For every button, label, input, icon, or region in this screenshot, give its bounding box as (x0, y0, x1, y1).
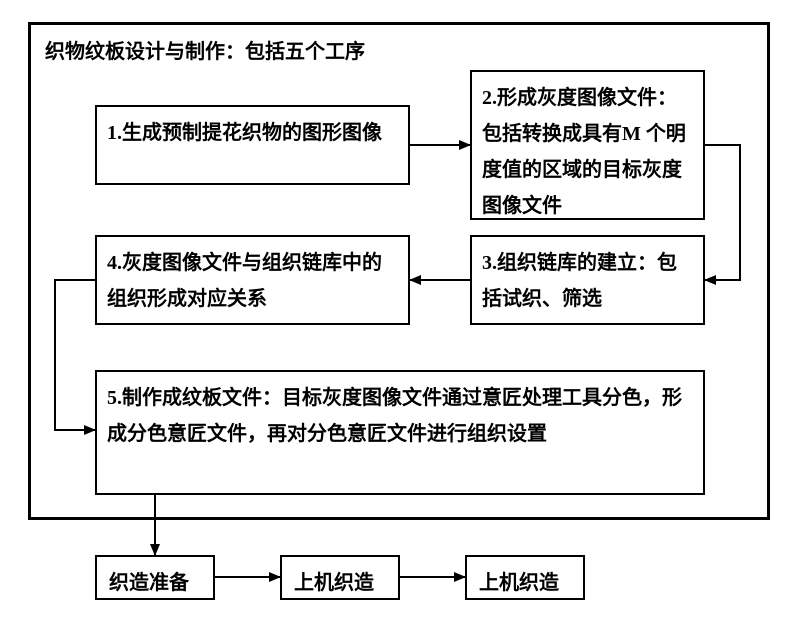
step2-box: 2.形成灰度图像文件：包括转换成具有M 个明度值的区域的目标灰度图像文件 (470, 70, 705, 220)
step3-box: 3.组织链库的建立：包括试织、筛选 (470, 235, 705, 325)
diagram-title: 织物纹板设计与制作：包括五个工序 (45, 35, 365, 64)
step5-box: 5.制作成纹板文件：目标灰度图像文件通过意匠处理工具分色，形成分色意匠文件，再对… (95, 370, 705, 495)
weave2-box: 上机织造 (465, 555, 585, 600)
step1-box: 1.生成预制提花织物的图形图像 (95, 105, 410, 185)
prep-box: 织造准备 (95, 555, 215, 600)
weave1-box: 上机织造 (280, 555, 400, 600)
step4-box: 4.灰度图像文件与组织链库中的组织形成对应关系 (95, 235, 410, 325)
